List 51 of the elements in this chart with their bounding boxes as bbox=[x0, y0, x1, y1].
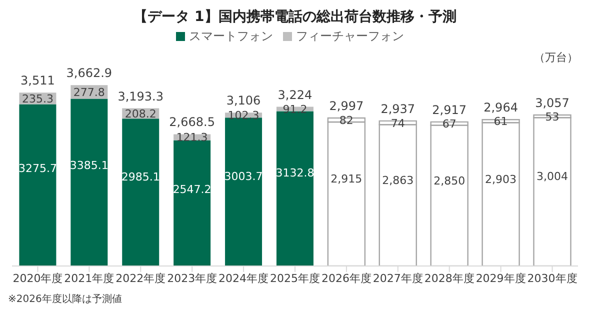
x-tick-label: 2026年度 bbox=[321, 272, 372, 285]
data-label: 67 bbox=[442, 118, 456, 131]
legend-label: フィーチャーフォン bbox=[296, 29, 404, 43]
data-label: 2,903 bbox=[485, 172, 517, 186]
data-label: 2,915 bbox=[330, 172, 362, 186]
data-label: 3385.1 bbox=[70, 159, 108, 172]
bar bbox=[225, 118, 262, 266]
data-label: 74 bbox=[390, 116, 405, 130]
data-label: 2985.1 bbox=[121, 170, 160, 184]
total-label: 2,997 bbox=[329, 98, 364, 113]
x-tick-label: 2024年度 bbox=[218, 272, 269, 285]
chart-title: 【データ 1】国内携帯電話の総出荷台数推移・予測 bbox=[132, 8, 458, 27]
x-tick-label: 2020年度 bbox=[12, 272, 63, 285]
x-tick-label: 2025年度 bbox=[270, 272, 320, 285]
y-axis-title: （万台） bbox=[534, 50, 578, 65]
x-tick-label: 2021年度 bbox=[64, 272, 114, 285]
total-label: 3,106 bbox=[226, 94, 261, 108]
x-tick-label: 2027年度 bbox=[372, 272, 423, 285]
data-label: 61 bbox=[494, 115, 508, 128]
bar bbox=[70, 98, 108, 266]
x-tick-label: 2023年度 bbox=[167, 272, 218, 285]
data-label: 208.2 bbox=[124, 107, 156, 120]
total-label: 3,662.9 bbox=[66, 66, 112, 80]
total-label: 3,193.3 bbox=[118, 89, 164, 104]
x-tick-label: 2030年度 bbox=[527, 272, 578, 285]
data-label: 235.3 bbox=[22, 92, 54, 106]
data-label: 2547.2 bbox=[172, 183, 212, 196]
total-label: 2,964 bbox=[484, 100, 518, 115]
x-tick-label: 2028年度 bbox=[424, 272, 474, 285]
total-label: 3,511 bbox=[20, 74, 55, 88]
x-tick-label: 2029年度 bbox=[476, 272, 526, 285]
x-tick-label: 2022年度 bbox=[116, 272, 166, 285]
data-label: 3132.8 bbox=[276, 166, 314, 180]
total-label: 3,057 bbox=[535, 96, 570, 110]
total-label: 3,224 bbox=[278, 88, 312, 102]
data-label: 3275.7 bbox=[18, 162, 57, 176]
data-label: 82 bbox=[339, 114, 354, 128]
bar bbox=[122, 118, 160, 266]
data-label: 2,850 bbox=[434, 174, 466, 188]
total-label: 2,917 bbox=[432, 102, 467, 117]
data-label: 3,004 bbox=[536, 170, 568, 183]
total-label: 2,668.5 bbox=[169, 115, 215, 130]
data-label: 3003.7 bbox=[224, 170, 263, 183]
bar bbox=[174, 140, 211, 266]
data-label: 2,863 bbox=[382, 174, 414, 187]
data-label: 53 bbox=[545, 110, 560, 124]
data-label: 277.8 bbox=[73, 86, 105, 99]
bar bbox=[19, 104, 56, 266]
text: ※2026年度以降は予測値 bbox=[8, 292, 123, 306]
total-label: 2,937 bbox=[380, 102, 416, 116]
legend-label: スマートフォン bbox=[189, 29, 273, 43]
